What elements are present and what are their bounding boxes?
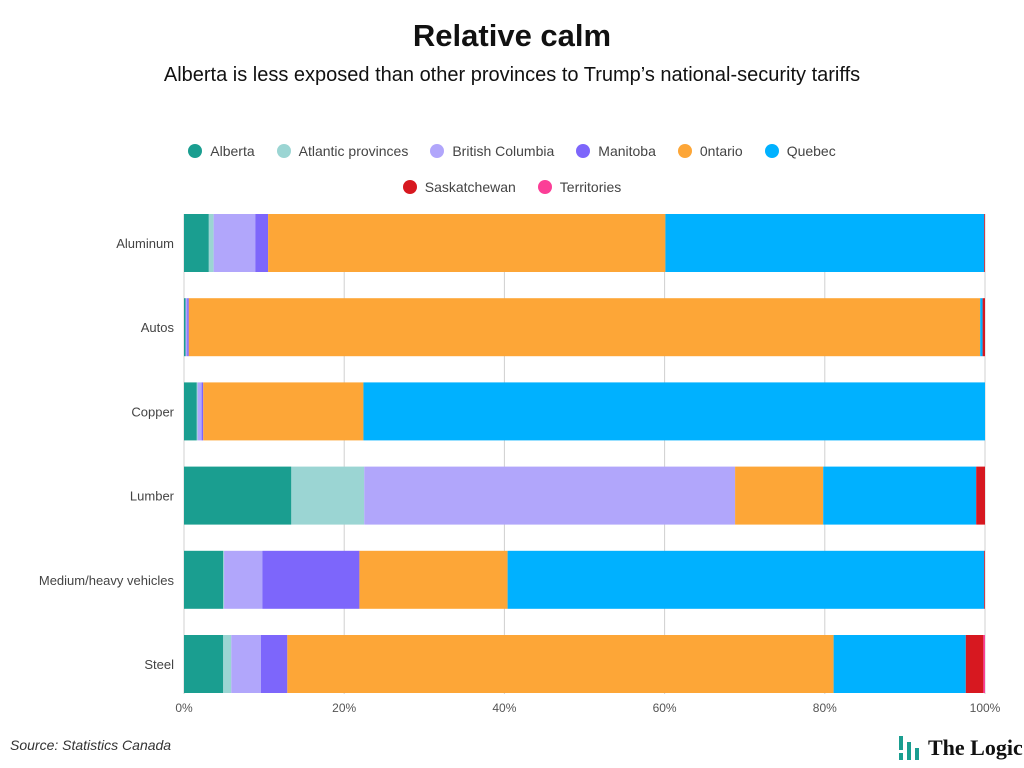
bar-segment bbox=[223, 550, 225, 609]
bar-segment bbox=[188, 298, 981, 357]
chart-title: Relative calm bbox=[412, 18, 612, 53]
bar-segment bbox=[364, 466, 736, 525]
bar-segment bbox=[208, 214, 214, 272]
logo-text: The Logic bbox=[928, 735, 1023, 760]
x-tick-label: 20% bbox=[332, 701, 356, 715]
bar-segment bbox=[203, 382, 364, 441]
bar-segment bbox=[184, 382, 197, 441]
legend-swatch bbox=[430, 144, 445, 158]
legend-item[interactable]: Manitoba bbox=[576, 143, 656, 159]
bar-segment bbox=[833, 635, 966, 693]
bar-segment bbox=[231, 635, 261, 693]
x-tick-label: 60% bbox=[653, 701, 677, 715]
bar-segment bbox=[982, 298, 985, 357]
legend-swatch bbox=[576, 144, 591, 158]
chart-subtitle: Alberta is less exposed than other provi… bbox=[163, 64, 861, 86]
bar-segment bbox=[223, 635, 232, 693]
bar-segment bbox=[185, 298, 188, 357]
legend-swatch bbox=[188, 144, 203, 158]
bar-segment bbox=[976, 466, 985, 525]
legend-item[interactable]: Quebec bbox=[764, 143, 836, 159]
bar-segment bbox=[983, 635, 985, 693]
legend-label: Atlantic provinces bbox=[298, 143, 409, 159]
bar-segment bbox=[665, 214, 985, 272]
bar-segment bbox=[507, 550, 985, 609]
legend-swatch bbox=[276, 144, 291, 158]
legend-label: Saskatchewan bbox=[424, 179, 516, 195]
bar-segment bbox=[187, 298, 189, 357]
x-tick-label: 40% bbox=[492, 701, 516, 715]
bar-segment bbox=[260, 635, 288, 693]
bar-segment bbox=[213, 214, 256, 272]
category-label: Copper bbox=[131, 404, 174, 419]
bar-segment bbox=[262, 550, 360, 609]
legend-item[interactable]: Saskatchewan bbox=[402, 179, 516, 195]
bar-segment bbox=[224, 550, 263, 609]
bar-segment bbox=[184, 298, 186, 357]
legend-label: 0ntario bbox=[699, 143, 743, 159]
legend-item[interactable]: 0ntario bbox=[677, 143, 743, 159]
bar-segment bbox=[184, 466, 292, 525]
bar-segment bbox=[291, 466, 365, 525]
x-tick-label: 0% bbox=[175, 701, 193, 715]
bar-segment bbox=[823, 466, 977, 525]
bar-segment bbox=[287, 635, 834, 693]
legend-row-2: Saskatchewan Territories bbox=[0, 179, 1024, 195]
bar-segment bbox=[184, 214, 209, 272]
bar-segment bbox=[363, 382, 985, 441]
legend-swatch bbox=[402, 180, 417, 194]
bar-segment bbox=[984, 550, 985, 609]
bar-segment bbox=[201, 382, 204, 441]
legend-item[interactable]: Territories bbox=[537, 179, 622, 195]
legend-item[interactable]: British Columbia bbox=[430, 143, 554, 159]
legend: Alberta Atlantic provinces British Columbi… bbox=[0, 143, 1024, 159]
bar-segment bbox=[255, 214, 269, 272]
the-logic-logo: The Logic bbox=[898, 734, 1023, 762]
category-label: Lumber bbox=[130, 489, 175, 504]
legend-swatch bbox=[677, 144, 692, 158]
legend-label: Alberta bbox=[210, 143, 255, 159]
legend-swatch bbox=[537, 180, 552, 194]
category-label: Aluminum bbox=[116, 236, 174, 251]
legend-item[interactable]: Atlantic provinces bbox=[276, 143, 409, 159]
legend-swatch bbox=[764, 144, 779, 158]
bar-segment bbox=[268, 214, 666, 272]
logo-bars-icon bbox=[899, 736, 919, 760]
legend-label: British Columbia bbox=[452, 143, 555, 159]
bar-segment bbox=[965, 635, 984, 693]
legend-item[interactable]: Alberta bbox=[188, 143, 255, 159]
legend-label: Quebec bbox=[786, 143, 836, 159]
bar-segment bbox=[359, 550, 508, 609]
source-note: Source: Statistics Canada bbox=[10, 737, 172, 753]
legend-label: Manitoba bbox=[598, 143, 656, 159]
bar-segment bbox=[196, 382, 198, 441]
bar-segment bbox=[184, 635, 224, 693]
x-tick-label: 100% bbox=[970, 701, 1001, 715]
bar-segment bbox=[197, 382, 202, 441]
category-label: Medium/heavy vehicles bbox=[39, 573, 175, 588]
bar-segment bbox=[980, 298, 983, 357]
category-label: Autos bbox=[141, 320, 175, 335]
x-tick-label: 80% bbox=[813, 701, 837, 715]
bar-segment bbox=[984, 214, 985, 272]
category-label: Steel bbox=[144, 657, 174, 672]
legend-label: Territories bbox=[559, 179, 622, 195]
bar-segment bbox=[184, 550, 224, 609]
bar-segment bbox=[735, 466, 824, 525]
